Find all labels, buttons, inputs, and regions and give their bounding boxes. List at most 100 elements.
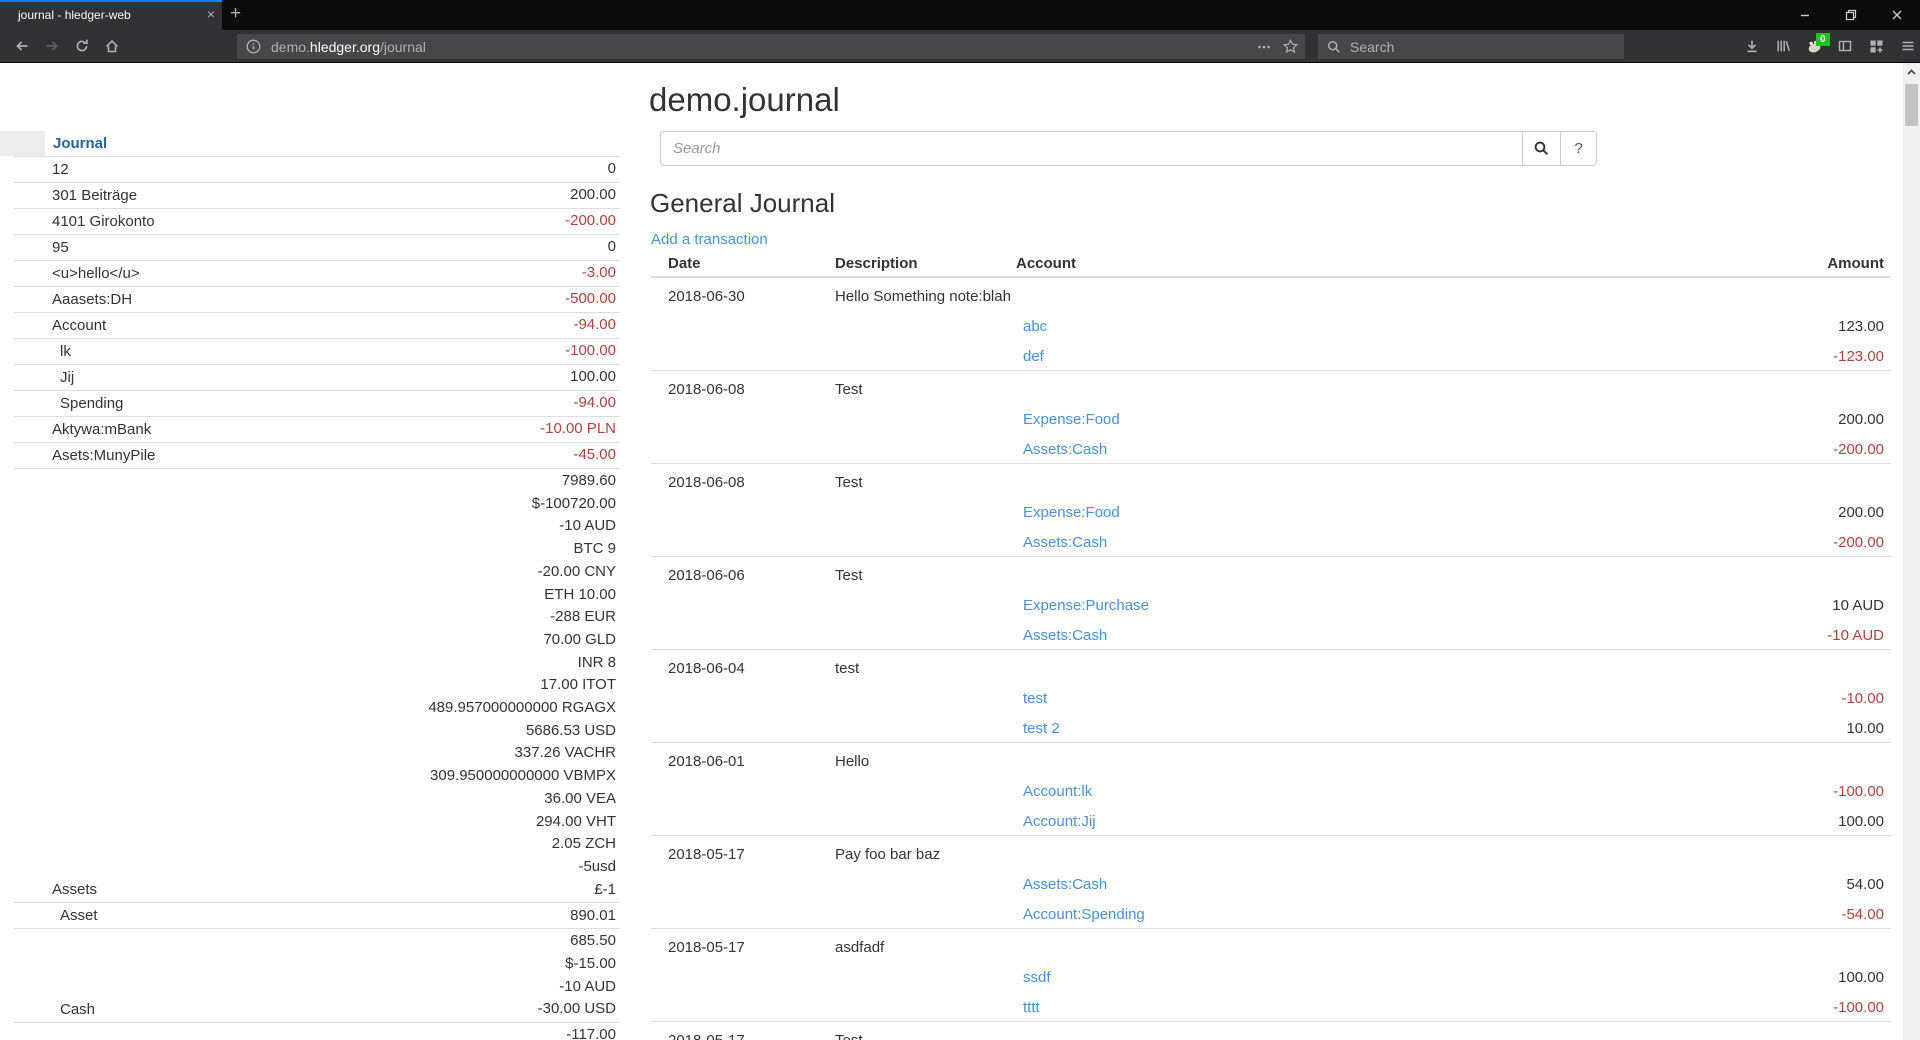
transaction-description: Hello Something note:blah: [835, 288, 1011, 305]
journal-help-button[interactable]: ?: [1560, 131, 1597, 166]
posting-account-link[interactable]: Assets:Cash: [1023, 534, 1108, 551]
sidebar-account-link[interactable]: Assets: [52, 881, 98, 899]
window-minimize-button[interactable]: [1782, 0, 1828, 30]
sidebar-balance-amount: $-100720.00: [531, 494, 616, 512]
posting-account-link[interactable]: Expense:Purchase: [1023, 597, 1149, 614]
posting-account-link[interactable]: Account:lk: [1023, 783, 1093, 800]
posting-amount: 54.00: [1846, 876, 1884, 893]
posting-account-link[interactable]: ssdf: [1023, 969, 1051, 986]
posting-account-link[interactable]: Assets:Cash: [1023, 876, 1108, 893]
posting-account-link[interactable]: Expense:Food: [1023, 411, 1120, 428]
sidebar-account-link[interactable]: 301 Beiträge: [52, 187, 138, 204]
posting-account-link[interactable]: test 2: [1023, 720, 1060, 737]
menu-button[interactable]: [1900, 38, 1916, 54]
window-close-button[interactable]: [1874, 0, 1920, 30]
posting-row: Account:Spending -54.00: [651, 906, 1891, 923]
sidebar-balance-amount: 890.01: [570, 906, 616, 924]
sidebar-account-link[interactable]: Jij: [60, 369, 75, 386]
sidebar-account-link[interactable]: 4101 Girokonto: [52, 213, 155, 230]
transaction-date: 2018-06-01: [668, 753, 745, 770]
sidebar-balance-amount: 0: [607, 238, 616, 256]
posting-account-link[interactable]: abc: [1023, 318, 1048, 335]
forward-button[interactable]: [44, 38, 60, 54]
active-tab[interactable]: journal - hledger-web ×: [0, 0, 222, 30]
downloads-button[interactable]: [1744, 38, 1760, 54]
sidebar-account-link[interactable]: lk: [60, 343, 71, 360]
posting-row: def -123.00: [651, 348, 1891, 365]
sidebar-account-link[interactable]: <u>hello</u>: [52, 265, 140, 282]
posting-account-link[interactable]: Account:Spending: [1023, 906, 1145, 923]
journal-search-input[interactable]: [660, 131, 1523, 166]
sidebar-account-link[interactable]: Account: [52, 317, 107, 334]
toolbar-icons: 0: [1744, 32, 1916, 55]
posting-row: abc 123.00: [651, 318, 1891, 335]
add-transaction-link[interactable]: Add a transaction: [651, 231, 768, 248]
posting-account-link[interactable]: Expense:Food: [1023, 504, 1120, 521]
reload-button[interactable]: [74, 38, 90, 54]
back-icon: [16, 41, 28, 51]
page-scrollbar[interactable]: [1903, 63, 1920, 1040]
apps-grid-button[interactable]: [1868, 38, 1885, 55]
sidebar-account-link[interactable]: Cash: [60, 1001, 96, 1019]
tab-close-icon[interactable]: ×: [206, 6, 215, 22]
sidebar-balance-amount: -288 EUR: [550, 608, 616, 626]
sidebar-account-link[interactable]: Aaasets:DH: [52, 291, 133, 308]
sidebar-account-link[interactable]: 12: [52, 161, 69, 178]
home-button[interactable]: [104, 38, 120, 54]
posting-row: test -10.00: [651, 690, 1891, 707]
posting-account-link[interactable]: tttt: [1023, 999, 1040, 1016]
sidebar-account-link[interactable]: 95: [52, 239, 69, 256]
sidebar-balance-amount: 7989.60: [561, 472, 616, 489]
browser-search-field[interactable]: Search: [1318, 34, 1624, 59]
posting-amount: -10 AUD: [1827, 627, 1884, 644]
window-restore-button[interactable]: [1828, 0, 1874, 30]
posting-account-link[interactable]: def: [1023, 348, 1044, 365]
posting-account-link[interactable]: Assets:Cash: [1023, 441, 1108, 458]
back-button[interactable]: [14, 38, 30, 54]
posting-amount: -200.00: [1833, 441, 1884, 458]
sidebar-account-balances: -117.00: [566, 1024, 620, 1040]
journal-search-button[interactable]: [1522, 131, 1561, 166]
page-actions-icon[interactable]: [1256, 39, 1272, 55]
sidebar-account-balances: 0: [608, 236, 620, 259]
sidebar-balance-amount: £-1: [594, 880, 616, 898]
new-tab-button[interactable]: +: [230, 3, 242, 24]
posting-account-link[interactable]: test: [1023, 690, 1048, 707]
sidebar-account-link[interactable]: Asets:MunyPile: [52, 447, 156, 464]
sidebar-account-link[interactable]: Spending: [60, 395, 124, 412]
transaction-row: 2018-05-17 Pay foo bar baz Assets:Cash 54.0…: [651, 836, 1891, 929]
bookmark-star-icon[interactable]: [1282, 38, 1299, 55]
site-info-icon[interactable]: [245, 38, 262, 55]
url-prefix: demo.: [271, 38, 310, 55]
sidebar-account-link[interactable]: Asset: [60, 907, 98, 925]
posting-account-link[interactable]: Assets:Cash: [1023, 627, 1108, 644]
posting-account-link[interactable]: Account:Jij: [1023, 813, 1096, 830]
sidebar-balance-amount: -10 AUD: [559, 977, 616, 995]
sidebar-account-balances: -500.00: [565, 288, 620, 311]
register-header-row: Date Description Account Amount: [651, 252, 1891, 278]
sidebar-balance-amount: 685.50: [570, 932, 616, 950]
sidebar-account-row: Cash 685.50 $-15.00 -10 AUD -30.00 USD: [14, 929, 620, 1024]
scrollbar-up-icon[interactable]: [1904, 65, 1919, 79]
extension-button[interactable]: 0: [1806, 32, 1830, 55]
posting-row: Account:Jij 100.00: [651, 813, 1891, 830]
library-button[interactable]: [1775, 38, 1791, 54]
sidebar-journal-link[interactable]: Journal: [53, 135, 108, 152]
sidebar-balance-amount: 2.05 ZCH: [551, 835, 616, 853]
scrollbar-thumb[interactable]: [1905, 84, 1918, 126]
posting-row: Assets:Cash -200.00: [651, 534, 1891, 551]
sidebars-button[interactable]: [1837, 38, 1853, 54]
transaction-description: Test: [835, 567, 863, 584]
posting-amount: 10 AUD: [1832, 597, 1884, 614]
sidebar-account-row: Jij 100.00: [14, 365, 620, 391]
transaction-date: 2018-06-08: [668, 474, 745, 491]
sidebar-balance-amount: -45.00: [573, 446, 616, 464]
sidebar-account-row: Asset 890.01: [14, 903, 620, 930]
url-bar[interactable]: demo.hledger.org/journal: [237, 34, 1305, 59]
posting-amount: 123.00: [1838, 318, 1884, 335]
sidebar-account-balances: -100.00: [565, 340, 620, 363]
transaction-row: 2018-06-04 test test -10.00 test 2 10.00: [651, 650, 1891, 743]
sidebar-account-link[interactable]: Aktywa:mBank: [52, 421, 152, 438]
sidebar-account-row: 12 0: [14, 157, 620, 183]
